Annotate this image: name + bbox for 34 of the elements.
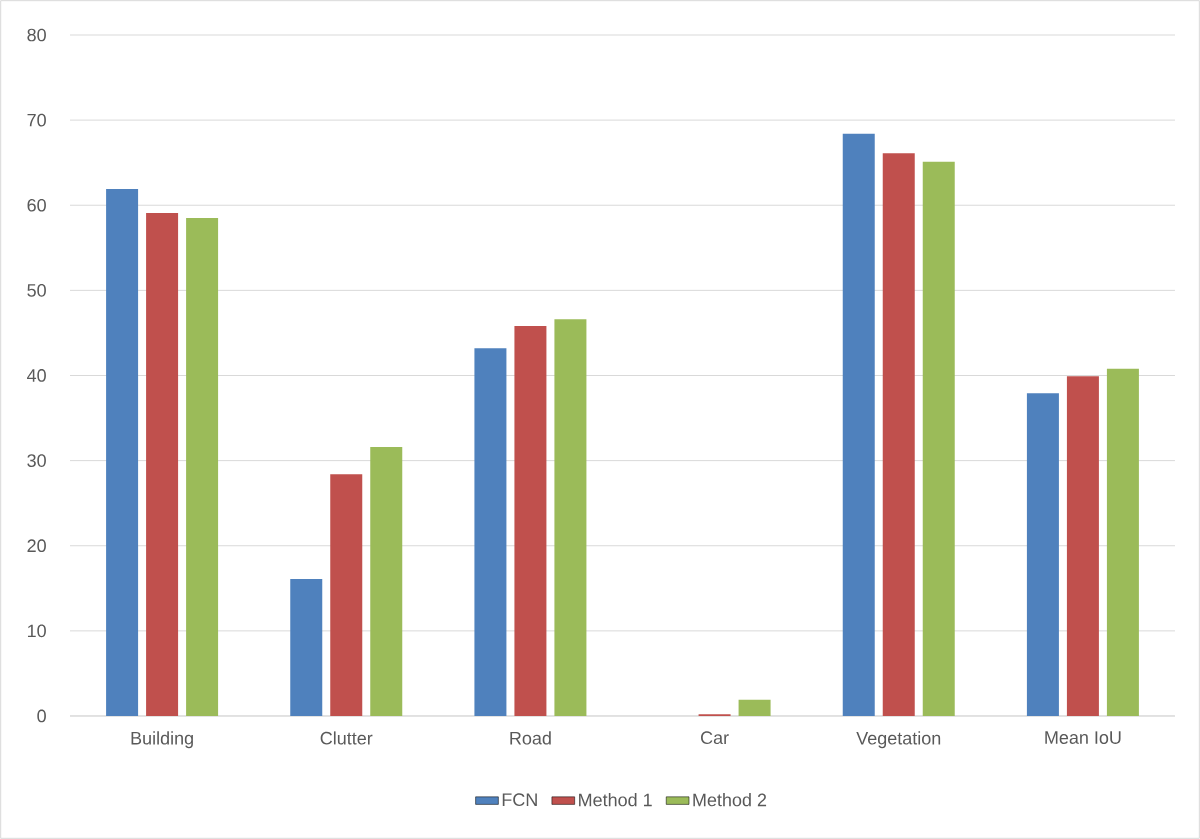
x-tick-label: Vegetation — [856, 731, 941, 749]
bar — [922, 161, 955, 716]
y-tick-label: 70 — [27, 113, 46, 127]
bar — [882, 153, 915, 716]
bar — [146, 212, 179, 716]
y-tick-label: 80 — [27, 28, 46, 42]
y-tick-label: 20 — [27, 539, 46, 553]
bar — [330, 474, 363, 716]
x-tick-label: Building — [131, 731, 193, 749]
bar — [1106, 368, 1139, 716]
y-tick-label: 10 — [27, 624, 46, 638]
legend-label: Method 2 — [693, 793, 767, 807]
bar — [1026, 393, 1059, 716]
y-tick-label: 50 — [27, 284, 46, 297]
bar — [186, 218, 219, 716]
bar — [842, 133, 875, 716]
y-tick-label: 0 — [37, 709, 46, 723]
x-tick-label: Road — [510, 731, 551, 745]
x-tick-label: Clutter — [320, 731, 373, 745]
bar — [1066, 376, 1099, 716]
x-tick-label: Car — [701, 731, 729, 745]
bar — [106, 189, 139, 716]
bar — [474, 348, 507, 716]
y-tick-label: 60 — [27, 198, 46, 212]
legend-label: FCN — [502, 793, 537, 807]
bar — [514, 326, 547, 716]
bar — [738, 699, 771, 716]
bar — [290, 578, 323, 716]
x-tick-label: Mean IoU — [1045, 731, 1121, 744]
bar — [554, 319, 587, 716]
y-tick-label: 40 — [27, 369, 46, 382]
legend-label: Method 1 — [579, 793, 652, 807]
y-tick-label: 30 — [27, 454, 46, 467]
bar — [370, 447, 403, 716]
